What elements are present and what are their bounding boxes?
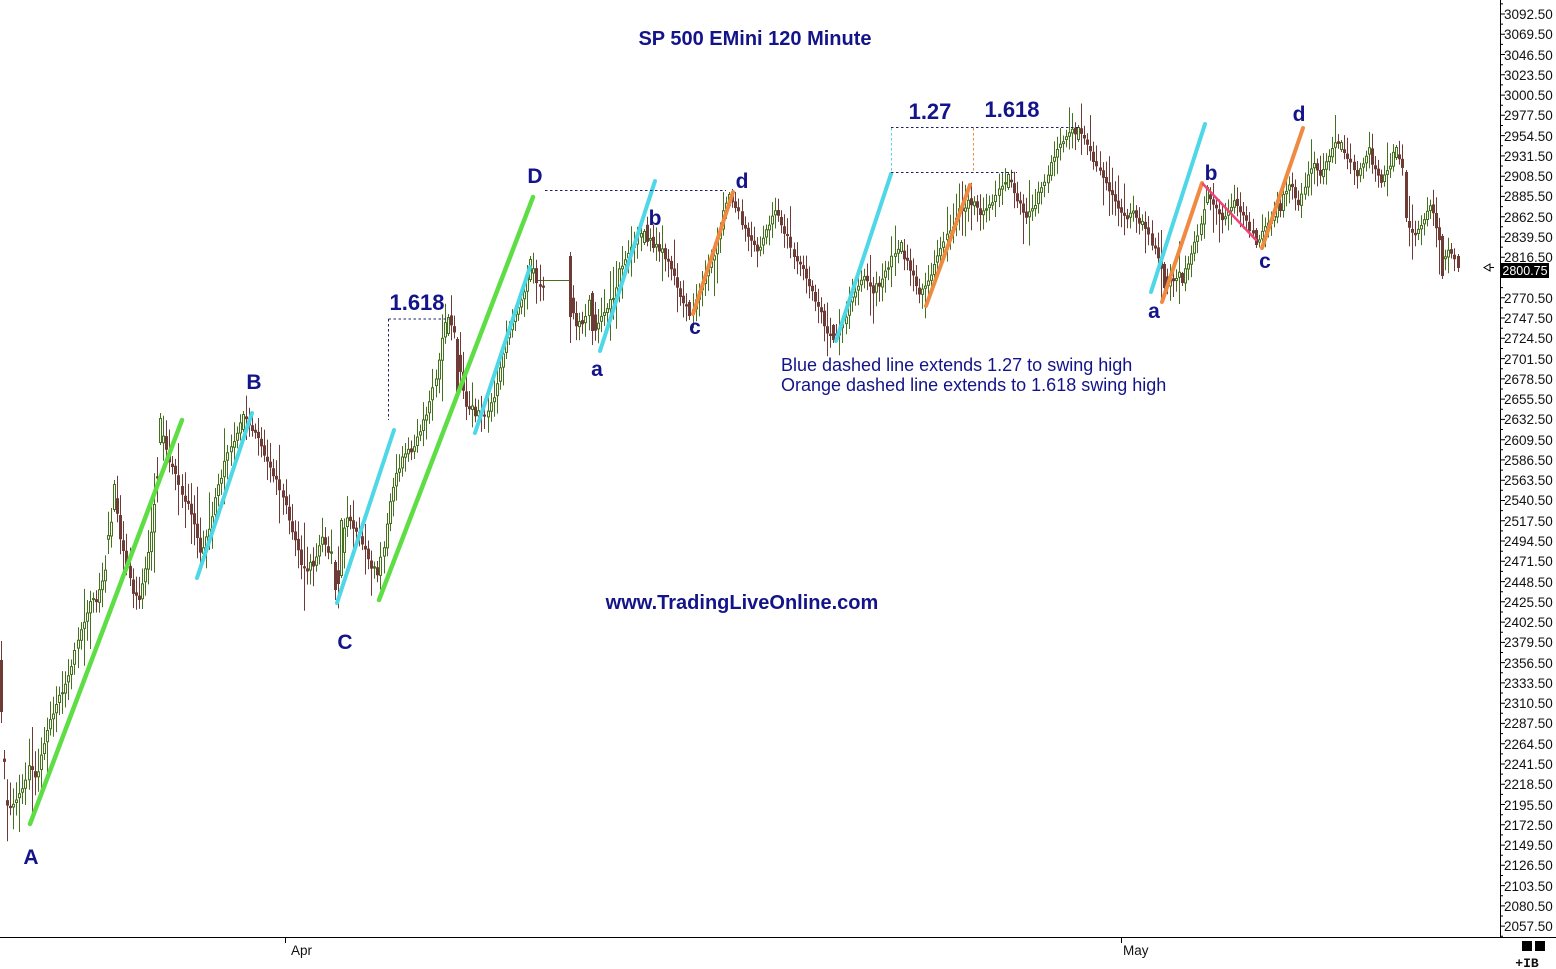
- svg-text:2195.50: 2195.50: [1504, 798, 1553, 813]
- svg-text:2816.50: 2816.50: [1504, 250, 1553, 265]
- svg-text:3000.50: 3000.50: [1504, 88, 1553, 103]
- svg-text:2517.50: 2517.50: [1504, 514, 1553, 529]
- svg-text:2379.50: 2379.50: [1504, 635, 1553, 650]
- svg-text:3023.50: 3023.50: [1504, 68, 1553, 83]
- svg-text:2954.50: 2954.50: [1504, 129, 1553, 144]
- svg-text:2310.50: 2310.50: [1504, 696, 1553, 711]
- svg-text:2655.50: 2655.50: [1504, 392, 1553, 407]
- svg-text:b: b: [1205, 162, 1218, 185]
- svg-text:3069.50: 3069.50: [1504, 27, 1553, 42]
- svg-text:Blue dashed line extends 1.27: Blue dashed line extends 1.27 to swing h…: [781, 355, 1132, 375]
- svg-text:2586.50: 2586.50: [1504, 453, 1553, 468]
- svg-text:2609.50: 2609.50: [1504, 433, 1553, 448]
- svg-text:A: A: [23, 846, 38, 869]
- svg-text:2494.50: 2494.50: [1504, 534, 1553, 549]
- svg-text:2977.50: 2977.50: [1504, 108, 1553, 123]
- svg-text:1.618: 1.618: [984, 97, 1039, 122]
- svg-text:2057.50: 2057.50: [1504, 919, 1553, 934]
- svg-text:Apr: Apr: [291, 943, 313, 958]
- svg-text:2540.50: 2540.50: [1504, 493, 1553, 508]
- svg-text:1.27: 1.27: [909, 99, 952, 124]
- svg-text:2678.50: 2678.50: [1504, 372, 1553, 387]
- svg-text:2770.50: 2770.50: [1504, 291, 1553, 306]
- svg-text:a: a: [1148, 300, 1160, 323]
- svg-text:C: C: [337, 631, 352, 654]
- svg-text:3092.50: 3092.50: [1504, 7, 1553, 22]
- svg-text:2172.50: 2172.50: [1504, 818, 1553, 833]
- svg-text:2103.50: 2103.50: [1504, 879, 1553, 894]
- svg-text:2839.50: 2839.50: [1504, 230, 1553, 245]
- svg-text:1.618: 1.618: [389, 290, 444, 315]
- svg-text:2724.50: 2724.50: [1504, 331, 1553, 346]
- svg-text:2632.50: 2632.50: [1504, 412, 1553, 427]
- svg-text:2356.50: 2356.50: [1504, 656, 1553, 671]
- svg-text:2747.50: 2747.50: [1504, 311, 1553, 326]
- svg-text:www.TradingLiveOnline.com: www.TradingLiveOnline.com: [605, 592, 879, 614]
- svg-text:Orange dashed line extends to: Orange dashed line extends to 1.618 swin…: [781, 375, 1166, 395]
- svg-text:2471.50: 2471.50: [1504, 554, 1553, 569]
- svg-text:c: c: [1259, 250, 1271, 273]
- svg-text:2931.50: 2931.50: [1504, 149, 1553, 164]
- svg-text:d: d: [736, 170, 749, 193]
- svg-text:2149.50: 2149.50: [1504, 838, 1553, 853]
- svg-text:3046.50: 3046.50: [1504, 48, 1553, 63]
- svg-text:B: B: [246, 371, 261, 394]
- svg-text:c: c: [689, 316, 701, 339]
- svg-text:2126.50: 2126.50: [1504, 858, 1553, 873]
- svg-text:2425.50: 2425.50: [1504, 595, 1553, 610]
- svg-text:D: D: [527, 165, 542, 188]
- svg-text:2218.50: 2218.50: [1504, 777, 1553, 792]
- svg-text:2333.50: 2333.50: [1504, 676, 1553, 691]
- svg-text:2701.50: 2701.50: [1504, 352, 1553, 367]
- svg-text:2287.50: 2287.50: [1504, 716, 1553, 731]
- svg-text:2448.50: 2448.50: [1504, 575, 1553, 590]
- svg-text:2862.50: 2862.50: [1504, 210, 1553, 225]
- svg-text:2080.50: 2080.50: [1504, 899, 1553, 914]
- svg-text:2402.50: 2402.50: [1504, 615, 1553, 630]
- svg-text:2800.75: 2800.75: [1502, 264, 1547, 278]
- svg-text:SP 500 EMini 120 Minute: SP 500 EMini 120 Minute: [638, 28, 871, 50]
- svg-text:b: b: [649, 207, 662, 230]
- svg-text:+IB: +IB: [1515, 956, 1539, 969]
- svg-text:a: a: [591, 358, 603, 381]
- svg-text:2264.50: 2264.50: [1504, 737, 1553, 752]
- svg-text:2885.50: 2885.50: [1504, 189, 1553, 204]
- svg-text:May: May: [1123, 943, 1149, 958]
- svg-text:2908.50: 2908.50: [1504, 169, 1553, 184]
- svg-text:2241.50: 2241.50: [1504, 757, 1553, 772]
- svg-text:d: d: [1293, 103, 1306, 126]
- svg-text:2563.50: 2563.50: [1504, 473, 1553, 488]
